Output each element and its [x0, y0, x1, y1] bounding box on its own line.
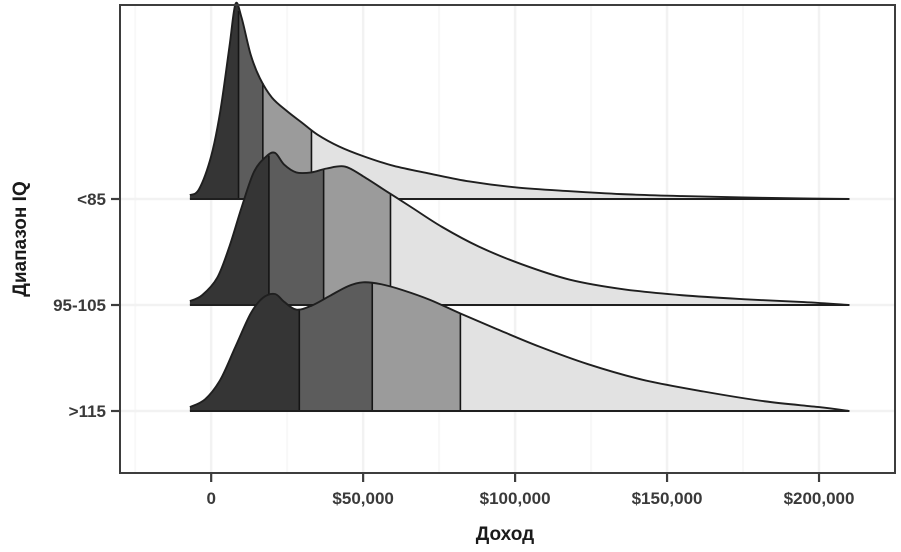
- x-axis-tick-labels: 0 $50,000 $100,000 $150,000 $200,000: [206, 489, 854, 508]
- y-axis-ticks: [111, 197, 120, 413]
- y-axis-tick-labels: <85 95-105 >115: [53, 190, 106, 421]
- x-axis-ticks: [210, 473, 821, 482]
- x-tick-label: $200,000: [784, 489, 855, 508]
- quartile-band-2: [268, 152, 324, 305]
- density-outline: [189, 281, 850, 412]
- x-tick-label: 0: [206, 489, 215, 508]
- x-tick-label: $50,000: [332, 489, 393, 508]
- y-tick-label: <85: [77, 190, 106, 209]
- x-tick-label: $100,000: [480, 489, 551, 508]
- x-axis-title: Доход: [476, 524, 534, 545]
- panel-frame: [119, 4, 896, 474]
- density-outline: [189, 1, 850, 200]
- panel-border: [119, 4, 896, 474]
- y-tick-label: 95-105: [53, 296, 106, 315]
- x-tick-label: $150,000: [632, 489, 703, 508]
- y-axis-title: Диапазон IQ: [10, 181, 31, 296]
- y-tick-label: >115: [69, 402, 106, 421]
- density-outline: [189, 151, 850, 306]
